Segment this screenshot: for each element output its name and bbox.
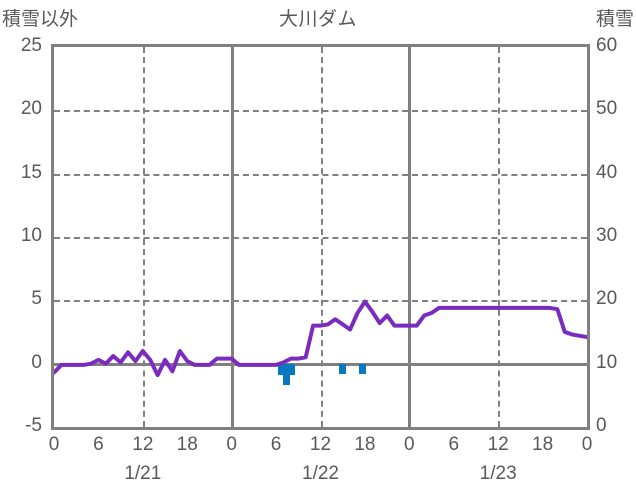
vertical-gridline [498,47,501,427]
y-axis-left-tick-label: 25 [20,35,42,56]
y-axis-left-tick-label: 10 [20,225,42,246]
x-axis-tick-label: 18 [176,434,198,455]
x-axis-day-label: 1/22 [302,463,339,484]
y-axis-right-tick-label: 60 [596,35,618,56]
vertical-gridline [320,47,323,427]
plot-inner [54,47,587,427]
x-axis-tick-label: 18 [532,434,554,455]
x-axis-day-label: 1/21 [124,463,162,484]
snow-bar [339,363,347,374]
y-axis-left-tick-label: 20 [20,98,42,120]
x-axis-tick-label: 6 [270,434,282,455]
chart-title: 大川ダム [278,9,357,30]
x-axis-tick-label: 6 [448,434,460,455]
x-axis-tick-label: 18 [354,434,376,455]
plot-area [51,44,590,430]
x-axis-tick-label: 12 [132,434,154,455]
y-axis-right-tick-label: 30 [596,225,618,246]
x-axis-tick-label: 12 [487,434,509,455]
left-axis-title: 積雪以外 [2,9,79,30]
x-axis-tick-label: 6 [93,434,104,455]
day-boundary-line [230,47,234,427]
x-axis-tick-label: 12 [309,434,332,455]
y-axis-right-tick-label: 0 [596,415,607,436]
x-axis-day-label: 1/23 [479,463,517,484]
x-axis-tick-label: 0 [404,434,415,455]
x-axis-tick-label: 0 [581,434,593,455]
y-axis-right-tick-label: 40 [596,161,618,183]
right-axis-title: 積雪 [595,9,634,30]
y-axis-right-tick-label: 20 [596,288,618,310]
y-axis-right-tick-label: 50 [596,98,618,120]
day-boundary-line [408,47,412,427]
y-axis-right-tick-label: 10 [596,351,618,373]
x-axis-tick-label: 0 [226,434,237,455]
x-axis-tick-label: 0 [48,434,60,455]
snow-bar [282,363,291,385]
vertical-gridline [142,47,145,427]
y-axis-left-tick-label: 0 [31,351,42,373]
y-axis-left-tick-label: -5 [25,415,42,436]
non-snow-line-path [54,299,587,378]
y-axis-left-tick-label: 15 [20,161,42,183]
y-axis-left-tick-label: 5 [31,288,42,310]
line-series-non-snow [54,299,587,378]
snow-bar [358,363,367,374]
